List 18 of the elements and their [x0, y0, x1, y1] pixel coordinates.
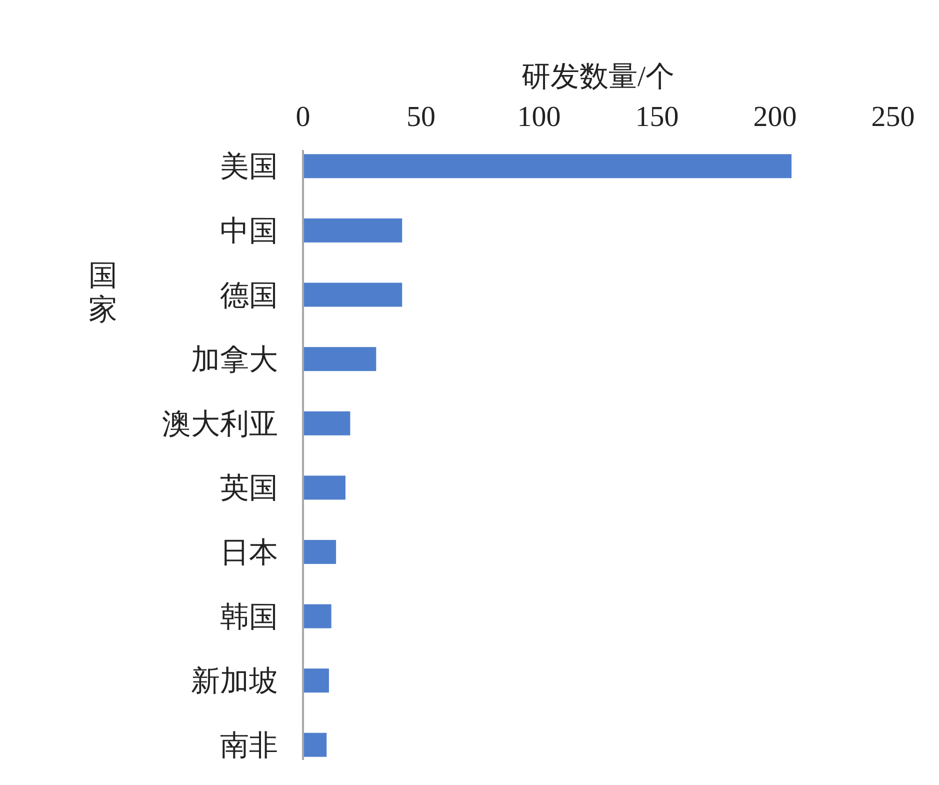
xtick: 200	[753, 101, 797, 133]
category: 美国	[220, 151, 278, 184]
category: 德国	[220, 280, 278, 312]
category: 英国	[220, 472, 278, 505]
category: 澳大利亚	[162, 408, 278, 440]
xtick: 50	[406, 101, 436, 133]
category: 中国	[220, 215, 278, 248]
ylabel: 国家	[88, 260, 118, 326]
category: 日本	[220, 536, 278, 569]
xtick: 150	[635, 101, 679, 133]
xtick: 250	[871, 101, 915, 133]
xtick: 100	[517, 101, 561, 133]
category: 南非	[220, 730, 278, 762]
category: 韩国	[220, 601, 278, 634]
xlabel: 研发数量/个	[521, 61, 675, 93]
category: 加拿大	[191, 344, 278, 376]
category: 新加坡	[191, 666, 278, 698]
xtick: 0	[296, 101, 310, 133]
